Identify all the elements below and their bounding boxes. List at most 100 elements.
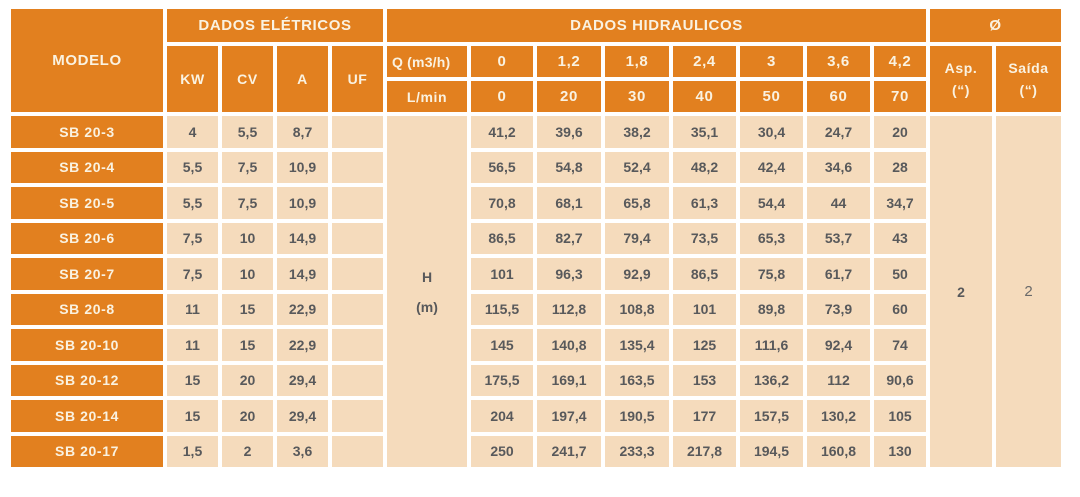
model-cell: SB 20-10: [11, 329, 163, 361]
dados-eletricos-header: DADOS ELÉTRICOS: [167, 9, 383, 42]
lmin-value-header: 0: [471, 81, 533, 112]
saida-header-label: Saída: [1008, 60, 1049, 76]
model-cell: SB 20-7: [11, 258, 163, 290]
uf-cell: [332, 222, 383, 254]
kw-cell: 11: [167, 293, 218, 325]
h-value-cell: 39,6: [537, 116, 601, 148]
h-value-cell: 52,4: [605, 151, 669, 183]
h-value-cell: 194,5: [740, 435, 803, 467]
table-row: SB 20-3 4 5,5 8,7 H (m) 41,2 39,6 38,2 35,1 30,4 24…: [11, 116, 1061, 467]
h-value-cell: 28: [874, 151, 926, 183]
table-row: SB 20-4 5,5 7,5 10,9 56,5 54,8 52,4 48,2 42,4 34,…: [11, 151, 1061, 183]
h-value-cell: 112,8: [537, 293, 601, 325]
h-value-cell: 217,8: [673, 435, 736, 467]
h-unit-line2: (m): [416, 298, 438, 315]
model-cell: SB 20-6: [11, 222, 163, 254]
q-value-header: 4,2: [874, 46, 926, 77]
a-cell: 8,7: [277, 116, 328, 148]
h-value-cell: 136,2: [740, 364, 803, 396]
lmin-value-header: 20: [537, 81, 601, 112]
table-row: SB 20-12 15 20 29,4 175,5 169,1 163,5 153 136,2 1…: [11, 364, 1061, 396]
kw-header: KW: [167, 46, 218, 112]
uf-cell: [332, 329, 383, 361]
header-row-q: KW CV A UF Q (m3/h) 0 1,2 1,8 2,4 3 3,6 …: [11, 46, 1061, 112]
h-value-cell: 115,5: [471, 293, 533, 325]
h-value-cell: 68,1: [537, 187, 601, 219]
lmin-header: L/min: [387, 81, 467, 112]
a-cell: 22,9: [277, 329, 328, 361]
h-value-cell: 65,3: [740, 222, 803, 254]
h-value-cell: 101: [673, 293, 736, 325]
uf-header: UF: [332, 46, 383, 112]
lmin-value-header: 40: [673, 81, 736, 112]
cv-cell: 15: [222, 293, 273, 325]
uf-cell: [332, 435, 383, 467]
a-cell: 10,9: [277, 187, 328, 219]
a-cell: 14,9: [277, 222, 328, 254]
a-cell: 29,4: [277, 364, 328, 396]
kw-cell: 7,5: [167, 222, 218, 254]
a-cell: 3,6: [277, 435, 328, 467]
q-value-header: 3: [740, 46, 803, 77]
h-value-cell: 177: [673, 400, 736, 432]
cv-cell: 10: [222, 258, 273, 290]
model-cell: SB 20-12: [11, 364, 163, 396]
h-value-cell: 70,8: [471, 187, 533, 219]
h-value-cell: 175,5: [471, 364, 533, 396]
h-value-cell: 108,8: [605, 293, 669, 325]
uf-cell: [332, 151, 383, 183]
h-value-cell: 92,4: [807, 329, 870, 361]
h-value-cell: 20: [874, 116, 926, 148]
lmin-value-header: 60: [807, 81, 870, 112]
h-value-cell: 48,2: [673, 151, 736, 183]
h-value-cell: 233,3: [605, 435, 669, 467]
q-value-header: 1,2: [537, 46, 601, 77]
lmin-value-header: 70: [874, 81, 926, 112]
kw-cell: 15: [167, 364, 218, 396]
h-value-cell: 38,2: [605, 116, 669, 148]
q-value-header: 2,4: [673, 46, 736, 77]
model-cell: SB 20-5: [11, 187, 163, 219]
h-value-cell: 43: [874, 222, 926, 254]
cv-cell: 20: [222, 400, 273, 432]
h-value-cell: 65,8: [605, 187, 669, 219]
h-value-cell: 130,2: [807, 400, 870, 432]
h-value-cell: 60: [874, 293, 926, 325]
h-value-cell: 73,9: [807, 293, 870, 325]
h-value-cell: 145: [471, 329, 533, 361]
lmin-value-header: 50: [740, 81, 803, 112]
h-value-cell: 101: [471, 258, 533, 290]
q-m3h-header: Q (m3/h): [387, 46, 467, 77]
table-row: SB 20-7 7,5 10 14,9 101 96,3 92,9 86,5 75,8 61,7 5…: [11, 258, 1061, 290]
h-value-cell: 34,7: [874, 187, 926, 219]
cv-cell: 10: [222, 222, 273, 254]
cv-cell: 2: [222, 435, 273, 467]
model-cell: SB 20-17: [11, 435, 163, 467]
kw-cell: 15: [167, 400, 218, 432]
h-value-cell: 35,1: [673, 116, 736, 148]
h-value-cell: 125: [673, 329, 736, 361]
h-value-cell: 140,8: [537, 329, 601, 361]
h-value-cell: 241,7: [537, 435, 601, 467]
h-value-cell: 135,4: [605, 329, 669, 361]
q-value-header: 0: [471, 46, 533, 77]
a-cell: 14,9: [277, 258, 328, 290]
h-value-cell: 105: [874, 400, 926, 432]
uf-cell: [332, 364, 383, 396]
saida-header-unit: (“): [1019, 82, 1038, 98]
a-header: A: [277, 46, 328, 112]
table-body: SB 20-3 4 5,5 8,7 H (m) 41,2 39,6 38,2 35,1 30,4 24…: [11, 116, 1061, 467]
h-value-cell: 82,7: [537, 222, 601, 254]
h-value-cell: 160,8: [807, 435, 870, 467]
kw-cell: 5,5: [167, 187, 218, 219]
h-value-cell: 44: [807, 187, 870, 219]
cv-cell: 20: [222, 364, 273, 396]
h-value-cell: 42,4: [740, 151, 803, 183]
cv-header: CV: [222, 46, 273, 112]
h-value-cell: 54,8: [537, 151, 601, 183]
diameter-header: Ø: [930, 9, 1061, 42]
h-value-cell: 56,5: [471, 151, 533, 183]
uf-cell: [332, 258, 383, 290]
h-value-cell: 61,7: [807, 258, 870, 290]
h-value-cell: 74: [874, 329, 926, 361]
